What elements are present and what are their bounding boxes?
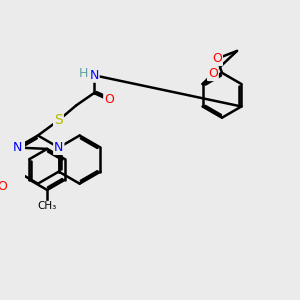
Text: N: N	[54, 141, 64, 154]
Text: O: O	[208, 67, 218, 80]
Text: H: H	[79, 67, 88, 80]
Text: O: O	[0, 180, 7, 193]
Text: O: O	[104, 93, 114, 106]
Text: CH₃: CH₃	[38, 201, 57, 212]
Text: N: N	[89, 69, 99, 82]
Text: O: O	[212, 52, 222, 65]
Text: S: S	[54, 113, 63, 128]
Text: N: N	[12, 141, 22, 154]
